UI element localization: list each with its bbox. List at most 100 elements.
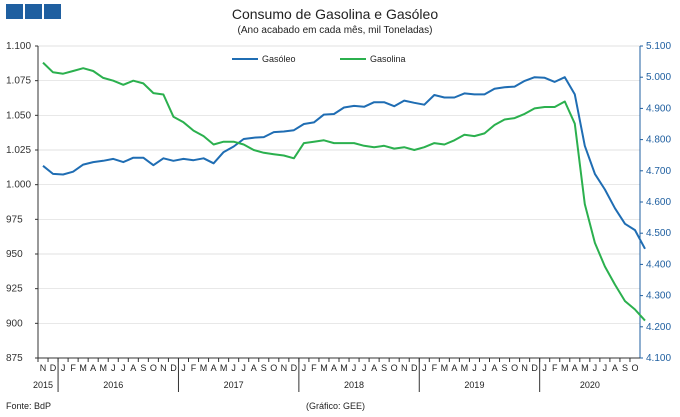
series-line-gasoleo: [42, 76, 646, 250]
left-axis-ticks: 875 900 925 950 975 1.000 1.025 1.050 1.075 1.100: [6, 41, 39, 364]
x-month-label: J: [482, 363, 487, 373]
x-month-label: S: [381, 363, 387, 373]
x-month-label: J: [352, 363, 357, 373]
x-month-label: M: [320, 363, 328, 373]
x-year-label: 2015: [33, 380, 53, 390]
x-month-label: F: [70, 363, 76, 373]
x-month-label: A: [211, 363, 217, 373]
x-month-label: D: [291, 363, 298, 373]
x-month-label: J: [472, 363, 477, 373]
x-month-label: N: [160, 363, 167, 373]
x-month-label: A: [371, 363, 377, 373]
x-month-label: S: [502, 363, 508, 373]
x-month-label: A: [451, 363, 457, 373]
x-month-label: N: [40, 363, 47, 373]
x-month-label: M: [581, 363, 589, 373]
left-tick-label: 900: [6, 318, 23, 329]
right-tick-label: 4.100: [646, 353, 671, 364]
right-tick-label: 5.000: [646, 72, 671, 83]
x-month-label: O: [270, 363, 277, 373]
x-month-label: N: [521, 363, 528, 373]
x-month-label: J: [603, 363, 608, 373]
logo-square-1: [6, 4, 23, 19]
left-tick-label: 950: [6, 249, 23, 260]
x-month-label: S: [622, 363, 628, 373]
x-month-label: D: [411, 363, 418, 373]
x-year-label: 2016: [103, 380, 123, 390]
x-month-label: N: [281, 363, 288, 373]
left-tick-label: 1.050: [6, 110, 31, 121]
gridlines: [38, 45, 640, 324]
x-month-label: O: [150, 363, 157, 373]
x-month-label: J: [121, 363, 126, 373]
logo-square-2: [25, 4, 42, 19]
right-tick-label: 4.200: [646, 322, 671, 333]
chart-credit: (Gráfico: GEE): [306, 401, 365, 411]
x-month-label: D: [531, 363, 538, 373]
right-tick-label: 4.300: [646, 291, 671, 302]
x-month-label: M: [79, 363, 87, 373]
x-month-label: M: [441, 363, 449, 373]
x-month-label: A: [612, 363, 618, 373]
chart-subtitle: (Ano acabado em cada mês, mil Toneladas): [238, 25, 433, 36]
left-tick-label: 975: [6, 214, 23, 225]
series-line-gasolina: [42, 61, 646, 322]
x-month-label: A: [492, 363, 498, 373]
x-month-label: F: [552, 363, 558, 373]
legend: Gasóleo Gasolina: [232, 54, 406, 64]
x-month-label: S: [261, 363, 267, 373]
right-tick-label: 4.700: [646, 166, 671, 177]
right-tick-label: 5.100: [646, 41, 671, 52]
x-month-label: A: [572, 363, 578, 373]
x-month-label: J: [111, 363, 116, 373]
x-month-label: J: [542, 363, 547, 373]
x-month-label: J: [593, 363, 598, 373]
left-tick-label: 1.100: [6, 41, 31, 52]
x-month-label: M: [200, 363, 208, 373]
x-month-label: M: [561, 363, 569, 373]
logo-square-3: [44, 4, 61, 19]
x-month-label: D: [170, 363, 177, 373]
left-tick-label: 1.000: [6, 180, 31, 191]
x-month-label: A: [130, 363, 136, 373]
left-tick-label: 925: [6, 284, 23, 295]
x-month-label: F: [432, 363, 438, 373]
x-month-label: J: [61, 363, 66, 373]
x-month-label: O: [631, 363, 638, 373]
x-year-label: 2019: [464, 380, 484, 390]
x-month-label: M: [461, 363, 469, 373]
x-month-label: J: [241, 363, 246, 373]
x-year-label: 2017: [224, 380, 244, 390]
x-month-label: M: [340, 363, 348, 373]
x-year-label: 2018: [344, 380, 364, 390]
x-month-label: N: [401, 363, 408, 373]
right-tick-label: 4.400: [646, 259, 671, 270]
chart-title: Consumo de Gasolina e Gasóleo: [232, 6, 438, 22]
x-month-label: D: [50, 363, 57, 373]
left-tick-label: 1.025: [6, 145, 31, 156]
series-layer: [42, 61, 646, 322]
x-month-label: S: [140, 363, 146, 373]
right-tick-label: 4.500: [646, 228, 671, 239]
x-month-label: J: [422, 363, 427, 373]
x-month-label: J: [362, 363, 367, 373]
right-tick-label: 4.600: [646, 197, 671, 208]
x-month-label: M: [99, 363, 107, 373]
x-month-label: F: [311, 363, 317, 373]
x-month-label: A: [251, 363, 257, 373]
x-month-label: A: [90, 363, 96, 373]
right-tick-label: 4.900: [646, 103, 671, 114]
left-tick-label: 875: [6, 353, 23, 364]
left-tick-label: 1.075: [6, 76, 31, 87]
x-month-label: J: [181, 363, 186, 373]
right-axis-ticks: 4.100 4.200 4.300 4.400 4.500 4.600 4.700 4.800…: [639, 41, 671, 364]
x-month-label: J: [231, 363, 236, 373]
x-month-label: O: [391, 363, 398, 373]
x-year-label: 2020: [580, 380, 600, 390]
x-month-label: M: [220, 363, 228, 373]
legend-label-gasolina: Gasolina: [370, 54, 406, 64]
legend-label-gasoleo: Gasóleo: [262, 54, 296, 64]
right-tick-label: 4.800: [646, 135, 671, 146]
